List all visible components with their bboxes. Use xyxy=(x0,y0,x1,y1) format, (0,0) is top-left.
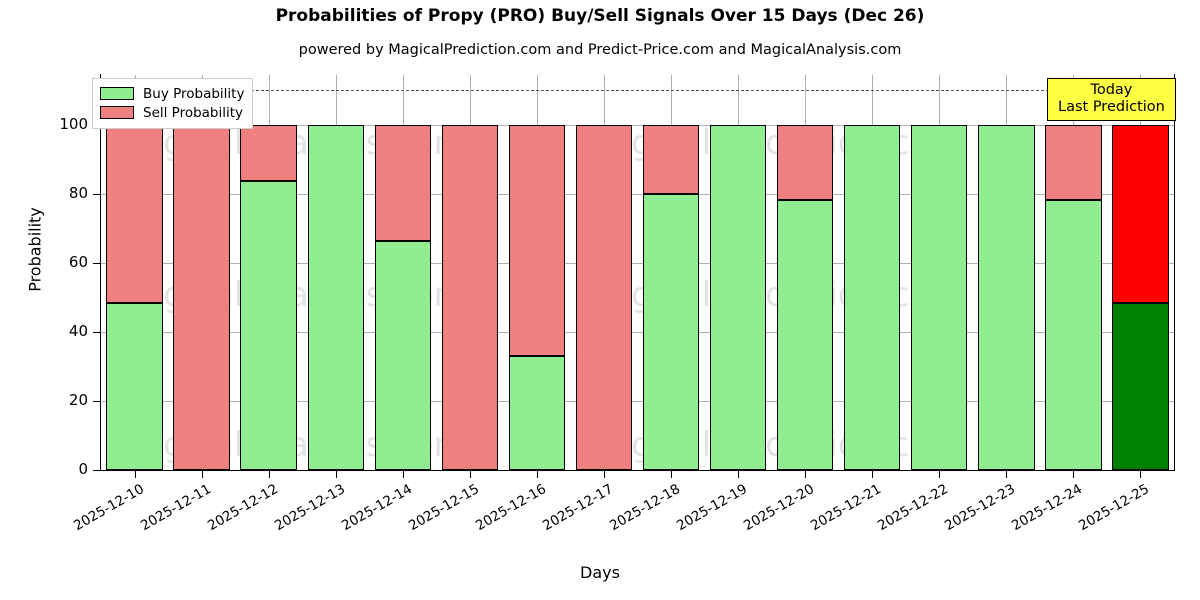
legend-item-buy: Buy Probability xyxy=(100,84,244,103)
x-axis-tick-mark xyxy=(335,471,337,478)
chart-legend: Buy Probability Sell Probability xyxy=(92,78,254,129)
y-axis-tick-mark xyxy=(93,400,100,402)
y-axis-tick-label: 100 xyxy=(59,114,88,133)
x-axis-tick-mark xyxy=(603,471,605,478)
x-axis-tick-mark xyxy=(201,471,203,478)
chart-subtitle: powered by MagicalPrediction.com and Pre… xyxy=(298,42,902,58)
x-axis-tick-mark xyxy=(134,471,136,478)
y-axis-tick-mark xyxy=(93,470,100,471)
y-axis-tick-label: 40 xyxy=(68,321,88,340)
legend-label-buy: Buy Probability xyxy=(143,85,245,102)
today-annotation: Today Last Prediction xyxy=(1047,78,1176,121)
y-axis-tick-label: 80 xyxy=(68,183,88,202)
x-axis-tick-mark xyxy=(738,471,740,478)
y-axis-tick-label: 20 xyxy=(68,390,88,409)
x-axis-tick-mark xyxy=(1140,471,1142,478)
x-axis-tick-mark xyxy=(536,471,538,478)
y-axis-tick-mark xyxy=(93,193,100,195)
x-axis-tick-mark xyxy=(872,471,874,478)
y-axis-label: Probability xyxy=(25,207,45,292)
x-axis-tick-mark xyxy=(671,471,673,478)
y-axis-tick-mark xyxy=(93,262,100,264)
legend-swatch-sell-icon xyxy=(100,106,134,119)
legend-swatch-buy-icon xyxy=(100,87,134,100)
y-axis-tick-mark xyxy=(93,331,100,333)
x-axis-tick-mark xyxy=(1073,471,1075,478)
plot-area xyxy=(100,74,1175,471)
y-axis-tick-label: 60 xyxy=(68,252,88,271)
x-axis-tick-mark xyxy=(1006,471,1008,478)
chart-title: Probabilities of Propy (PRO) Buy/Sell Si… xyxy=(275,6,925,26)
legend-item-sell: Sell Probability xyxy=(100,103,244,122)
x-axis-tick-mark xyxy=(268,471,270,478)
legend-label-sell: Sell Probability xyxy=(143,104,244,121)
today-annotation-line2: Last Prediction xyxy=(1058,99,1165,115)
x-axis-tick-mark xyxy=(939,471,941,478)
today-annotation-line1: Today xyxy=(1090,82,1133,98)
x-axis-tick-mark xyxy=(402,471,404,478)
y-axis-tick-label: 0 xyxy=(78,460,88,478)
x-axis-tick-mark xyxy=(805,471,807,478)
x-axis-tick-mark xyxy=(469,471,471,478)
x-axis-label: Days xyxy=(580,563,620,582)
